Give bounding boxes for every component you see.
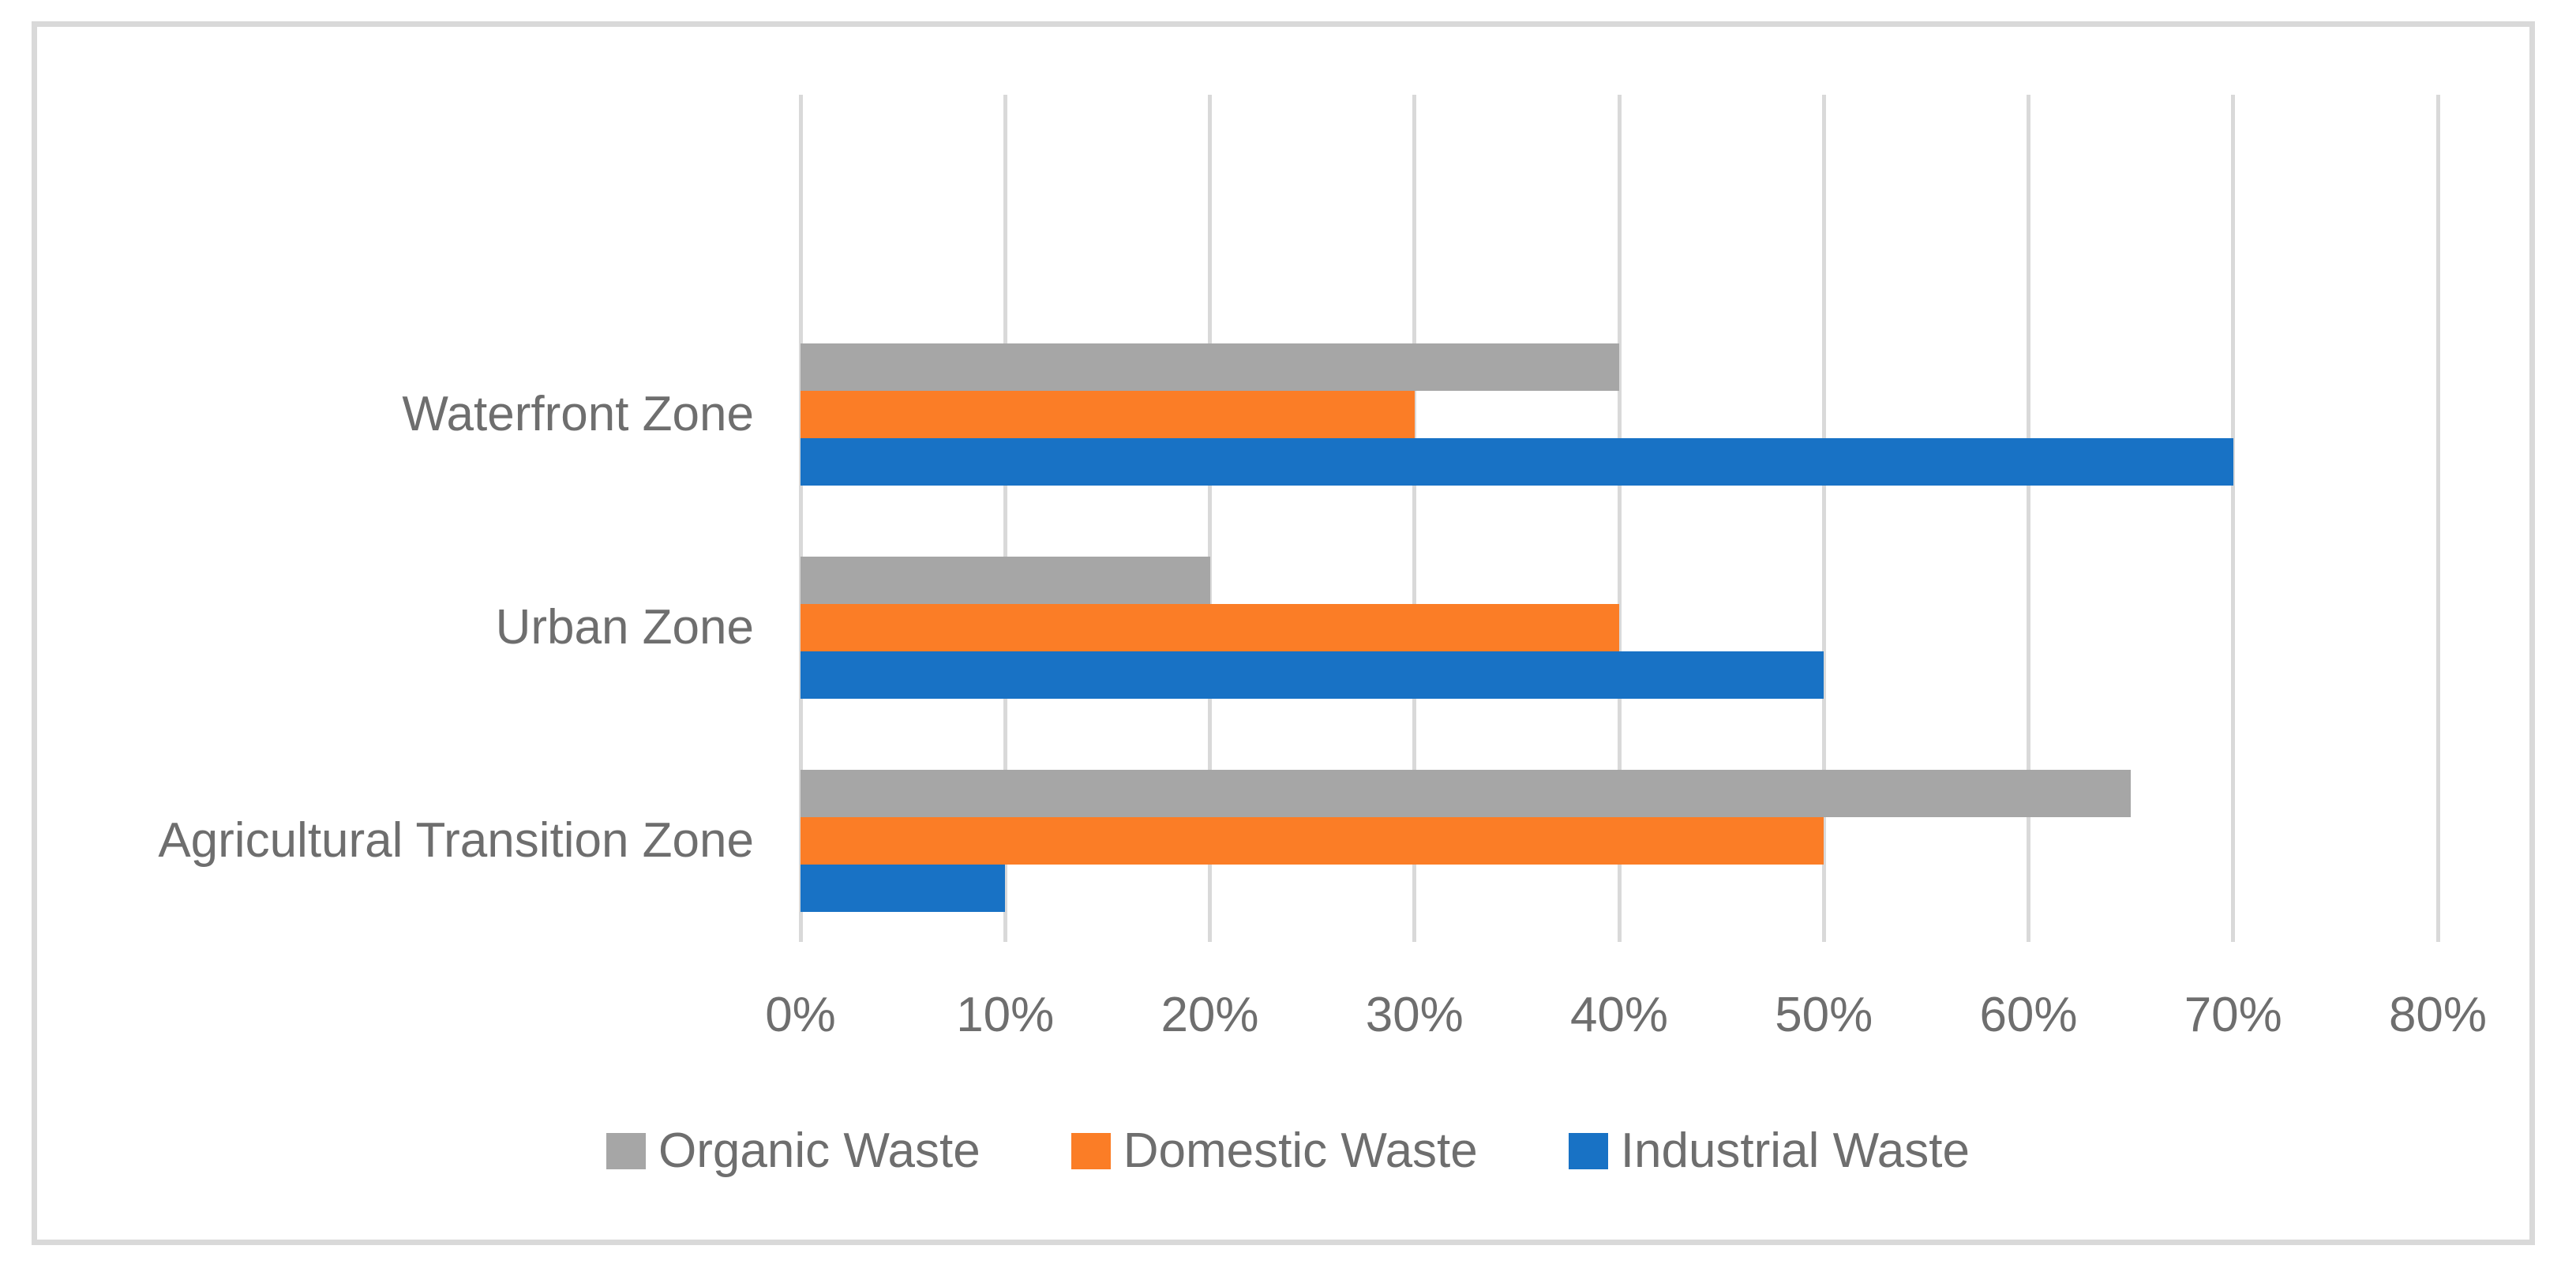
bar-agricultural-transition-zone-industrial-waste [801,865,1006,912]
legend-label-organic-waste: Organic Waste [658,1124,981,1178]
gridline-30 [1412,95,1417,942]
x-tick-30: 30% [1365,988,1464,1042]
legend-swatch-domestic-waste [1071,1132,1111,1169]
x-tick-40: 40% [1569,988,1669,1042]
plot-area [798,95,2440,942]
bar-agricultural-transition-zone-organic-waste [801,770,2132,817]
x-tick-50: 50% [1775,988,1873,1042]
x-tick-0: 0% [765,988,836,1042]
bar-urban-zone-industrial-waste [801,651,1824,699]
bar-urban-zone-organic-waste [801,557,1210,604]
legend-swatch-organic-waste [606,1132,647,1169]
legend-item-organic-waste: Organic Waste [606,1123,981,1179]
x-tick-60: 60% [1979,988,2078,1042]
legend-item-domestic-waste: Domestic Waste [1071,1123,1478,1179]
legend-label-industrial-waste: Industrial Waste [1620,1124,1970,1178]
legend-label-domestic-waste: Domestic Waste [1123,1124,1478,1178]
legend: Organic Waste Domestic Waste Industrial Wa… [0,1123,2576,1179]
gridline-40 [1617,95,1622,942]
gridline-70 [2231,95,2236,942]
category-label-waterfront-zone: Waterfront Zone [402,387,754,441]
x-tick-80: 80% [2388,988,2488,1042]
category-label-agricultural-transition-zone: Agricultural Transition Zone [158,813,754,868]
bar-agricultural-transition-zone-domestic-waste [801,817,1824,865]
legend-item-industrial-waste: Industrial Waste [1568,1123,1970,1179]
x-tick-70: 70% [2184,988,2282,1042]
gridline-0 [798,95,803,942]
bar-waterfront-zone-industrial-waste [801,438,2233,486]
x-tick-20: 20% [1161,988,1259,1042]
gridline-50 [1821,95,1826,942]
bar-waterfront-zone-organic-waste [801,343,1619,391]
gridline-80 [2435,95,2440,942]
gridline-10 [1003,95,1007,942]
gridline-20 [1208,95,1212,942]
bar-urban-zone-domestic-waste [801,604,1619,651]
legend-swatch-industrial-waste [1568,1132,1608,1169]
category-label-urban-zone: Urban Zone [495,600,754,655]
x-tick-10: 10% [956,988,1055,1042]
gridline-60 [2027,95,2030,942]
bar-waterfront-zone-domestic-waste [801,391,1415,438]
